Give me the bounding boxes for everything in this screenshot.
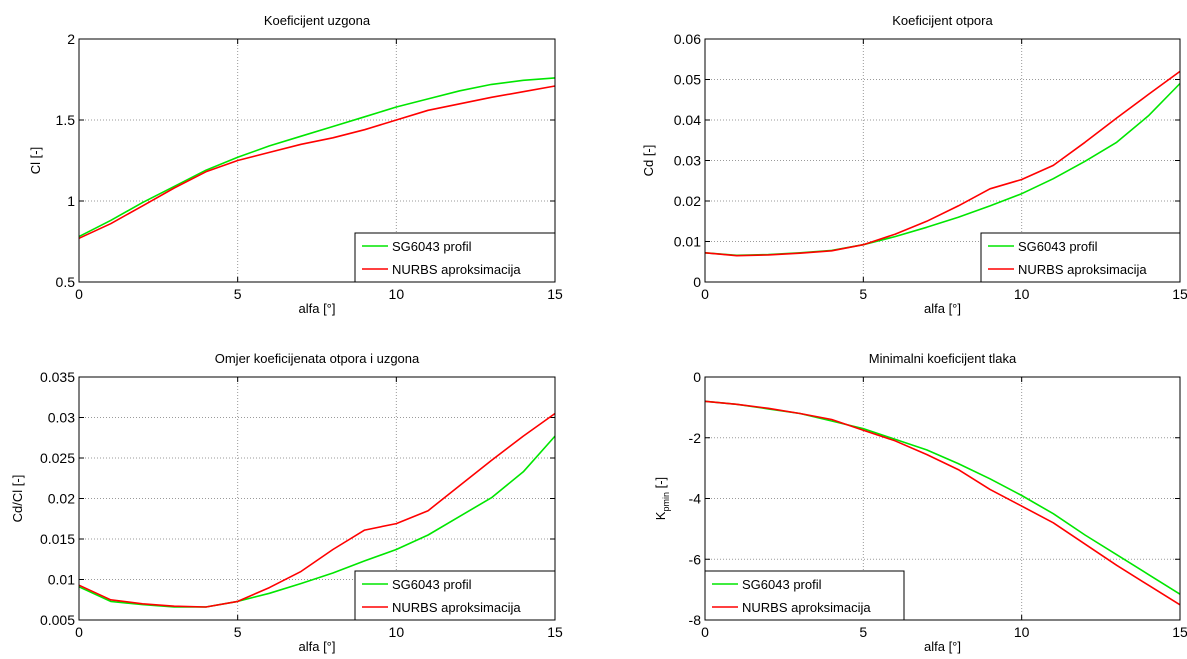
x-axis-label: alfa [°] [299,639,336,654]
y-tick-label: 0.005 [40,612,75,628]
y-axis-label: Cd [-] [641,145,656,177]
series-line-nurbs [78,412,556,608]
y-tick-label: -2 [689,430,702,446]
x-tick-label: 0 [701,286,709,302]
x-tick-label: 15 [1172,624,1187,640]
series-line-sg6043 [78,77,556,238]
x-axis-label: alfa [°] [924,301,961,316]
legend: SG6043 profil NURBS aproksimacija [704,570,905,621]
legend-label: NURBS aproksimacija [392,600,521,615]
y-tick-label: 0.03 [48,410,75,426]
x-tick-label: 5 [234,286,242,302]
x-tick-label: 10 [1014,624,1030,640]
y-tick-label: 1 [67,193,75,209]
legend: SG6043 profil NURBS aproksimacija [354,570,556,621]
legend-label: NURBS aproksimacija [1018,262,1147,277]
chart-panel-2: 0 5 10 15 0 0.01 0.02 0.03 0.04 0.05 0.06 Koeficije… [641,13,1187,316]
legend-label: SG6043 profil [392,577,472,592]
legend-label: SG6043 profil [1018,239,1098,254]
y-tick-label: 0.02 [48,491,75,507]
chart-title: Koeficijent uzgona [264,13,371,28]
x-tick-label: 10 [1014,286,1030,302]
x-tick-label: 0 [75,624,83,640]
legend: SG6043 profil NURBS aproksimacija [354,232,556,283]
legend-box [354,232,556,283]
legend: SG6043 profil NURBS aproksimacija [980,232,1181,283]
y-tick-label: 0.05 [674,72,701,88]
y-tick-label: -6 [689,551,702,567]
y-tick-label: 0 [693,274,701,290]
y-tick-label: 0.06 [674,31,701,47]
x-tick-label: 5 [859,624,867,640]
legend-label: NURBS aproksimacija [742,600,871,615]
y-axis-label: Kpmin [-] [653,477,671,520]
chart-title: Minimalni koeficijent tlaka [869,351,1017,366]
legend-label: SG6043 profil [392,239,472,254]
legend-label: NURBS aproksimacija [392,262,521,277]
y-tick-label: 2 [67,31,75,47]
x-tick-label: 10 [389,624,405,640]
chart-title: Koeficijent otpora [892,13,993,28]
x-tick-label: 0 [75,286,83,302]
legend-label: SG6043 profil [742,577,822,592]
x-tick-label: 5 [234,624,242,640]
x-tick-label: 0 [701,624,709,640]
y-axis-label: Cl [-] [28,147,43,174]
series-line-nurbs [78,85,556,240]
y-tick-label: 0.03 [674,153,701,169]
x-tick-label: 15 [547,286,563,302]
y-tick-label: 0.035 [40,369,75,385]
x-tick-label: 5 [859,286,867,302]
y-tick-label: 0.025 [40,450,75,466]
x-tick-label: 10 [389,286,405,302]
y-tick-label: 0 [693,369,701,385]
axes-box [704,376,1181,621]
axes-box [78,376,556,621]
y-tick-label: -4 [689,491,702,507]
y-tick-label: 0.01 [674,234,701,250]
chart-panel-4: 0 5 10 15 -8 -6 -4 -2 0 Minimalni koeficijent tla… [653,351,1187,654]
series-line-nurbs [704,400,1181,606]
series-line-nurbs [704,70,1181,257]
x-tick-label: 15 [1172,286,1187,302]
axes-box [704,38,1181,283]
legend-box [980,232,1181,283]
y-tick-label: 0.02 [674,193,701,209]
axes-box [78,38,556,283]
chart-panel-1: 0 5 10 15 0.5 1 1.5 2 Koeficijent uzgona alfa [°]… [28,13,563,316]
y-tick-label: 0.5 [56,274,76,290]
x-axis-label: alfa [°] [299,301,336,316]
x-tick-label: 15 [547,624,563,640]
y-tick-label: 0.015 [40,531,75,547]
chart-panel-3: 0 5 10 15 0.005 0.01 0.015 0.02 0.025 0.03 0.035 Om… [10,351,563,654]
y-tick-label: -8 [689,612,702,628]
y-axis-label: Cd/Cl [-] [10,475,25,523]
legend-box [704,570,905,621]
y-tick-label: 0.01 [48,572,75,588]
chart-title: Omjer koeficijenata otpora i uzgona [215,351,420,366]
legend-box [354,570,556,621]
y-tick-label: 1.5 [56,112,76,128]
x-axis-label: alfa [°] [924,639,961,654]
y-tick-label: 0.04 [674,112,701,128]
